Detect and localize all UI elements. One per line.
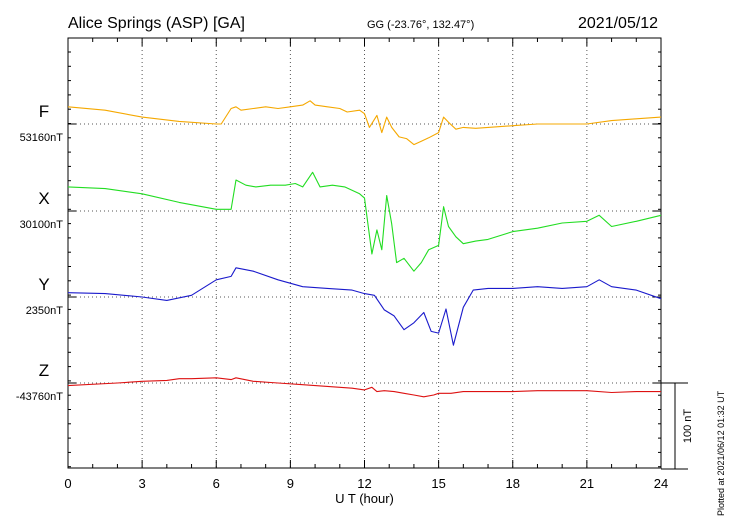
scale-bar-label: 100 nT [682,409,694,444]
baseline-label-y: 2350nT [26,305,64,317]
component-label-f: F [39,102,49,121]
trace-x [67,171,662,272]
axis-ticks: 0 3 6 9 12 15 18 21 24 [64,38,668,491]
baseline-label-x: 30100nT [20,219,64,231]
x-tick-label: 6 [213,476,220,491]
component-label-z: Z [39,361,49,380]
x-axis-label: U T (hour) [335,491,394,506]
plotted-timestamp: Plotted at 2021/06/12 01:32 UT [716,390,726,516]
trace-z [67,377,661,398]
station-title: Alice Springs (ASP) [GA] [68,15,245,32]
x-tick-label: 15 [431,476,445,491]
x-tick-label: 18 [506,476,520,491]
x-tick-label: 3 [139,476,146,491]
traces [67,100,662,398]
baseline-label-z: -43760nT [16,391,63,403]
date-label: 2021/05/12 [578,15,658,32]
trace-f [67,100,662,146]
station-coordinates: GG (-23.76°, 132.47°) [367,19,474,31]
x-tick-label: 24 [654,476,668,491]
baseline-label-f: 53160nT [20,132,64,144]
x-tick-label: 0 [64,476,71,491]
panel-labels: F 53160nT X 30100nT Y 2350nT Z -43760nT [16,102,63,403]
grid [68,38,661,468]
component-label-x: X [38,189,49,208]
component-label-y: Y [38,275,49,294]
x-tick-label: 21 [580,476,594,491]
trace-y [67,267,662,346]
x-tick-label: 12 [357,476,371,491]
x-tick-label: 9 [287,476,294,491]
scale-bar: 100 nT [661,382,694,470]
